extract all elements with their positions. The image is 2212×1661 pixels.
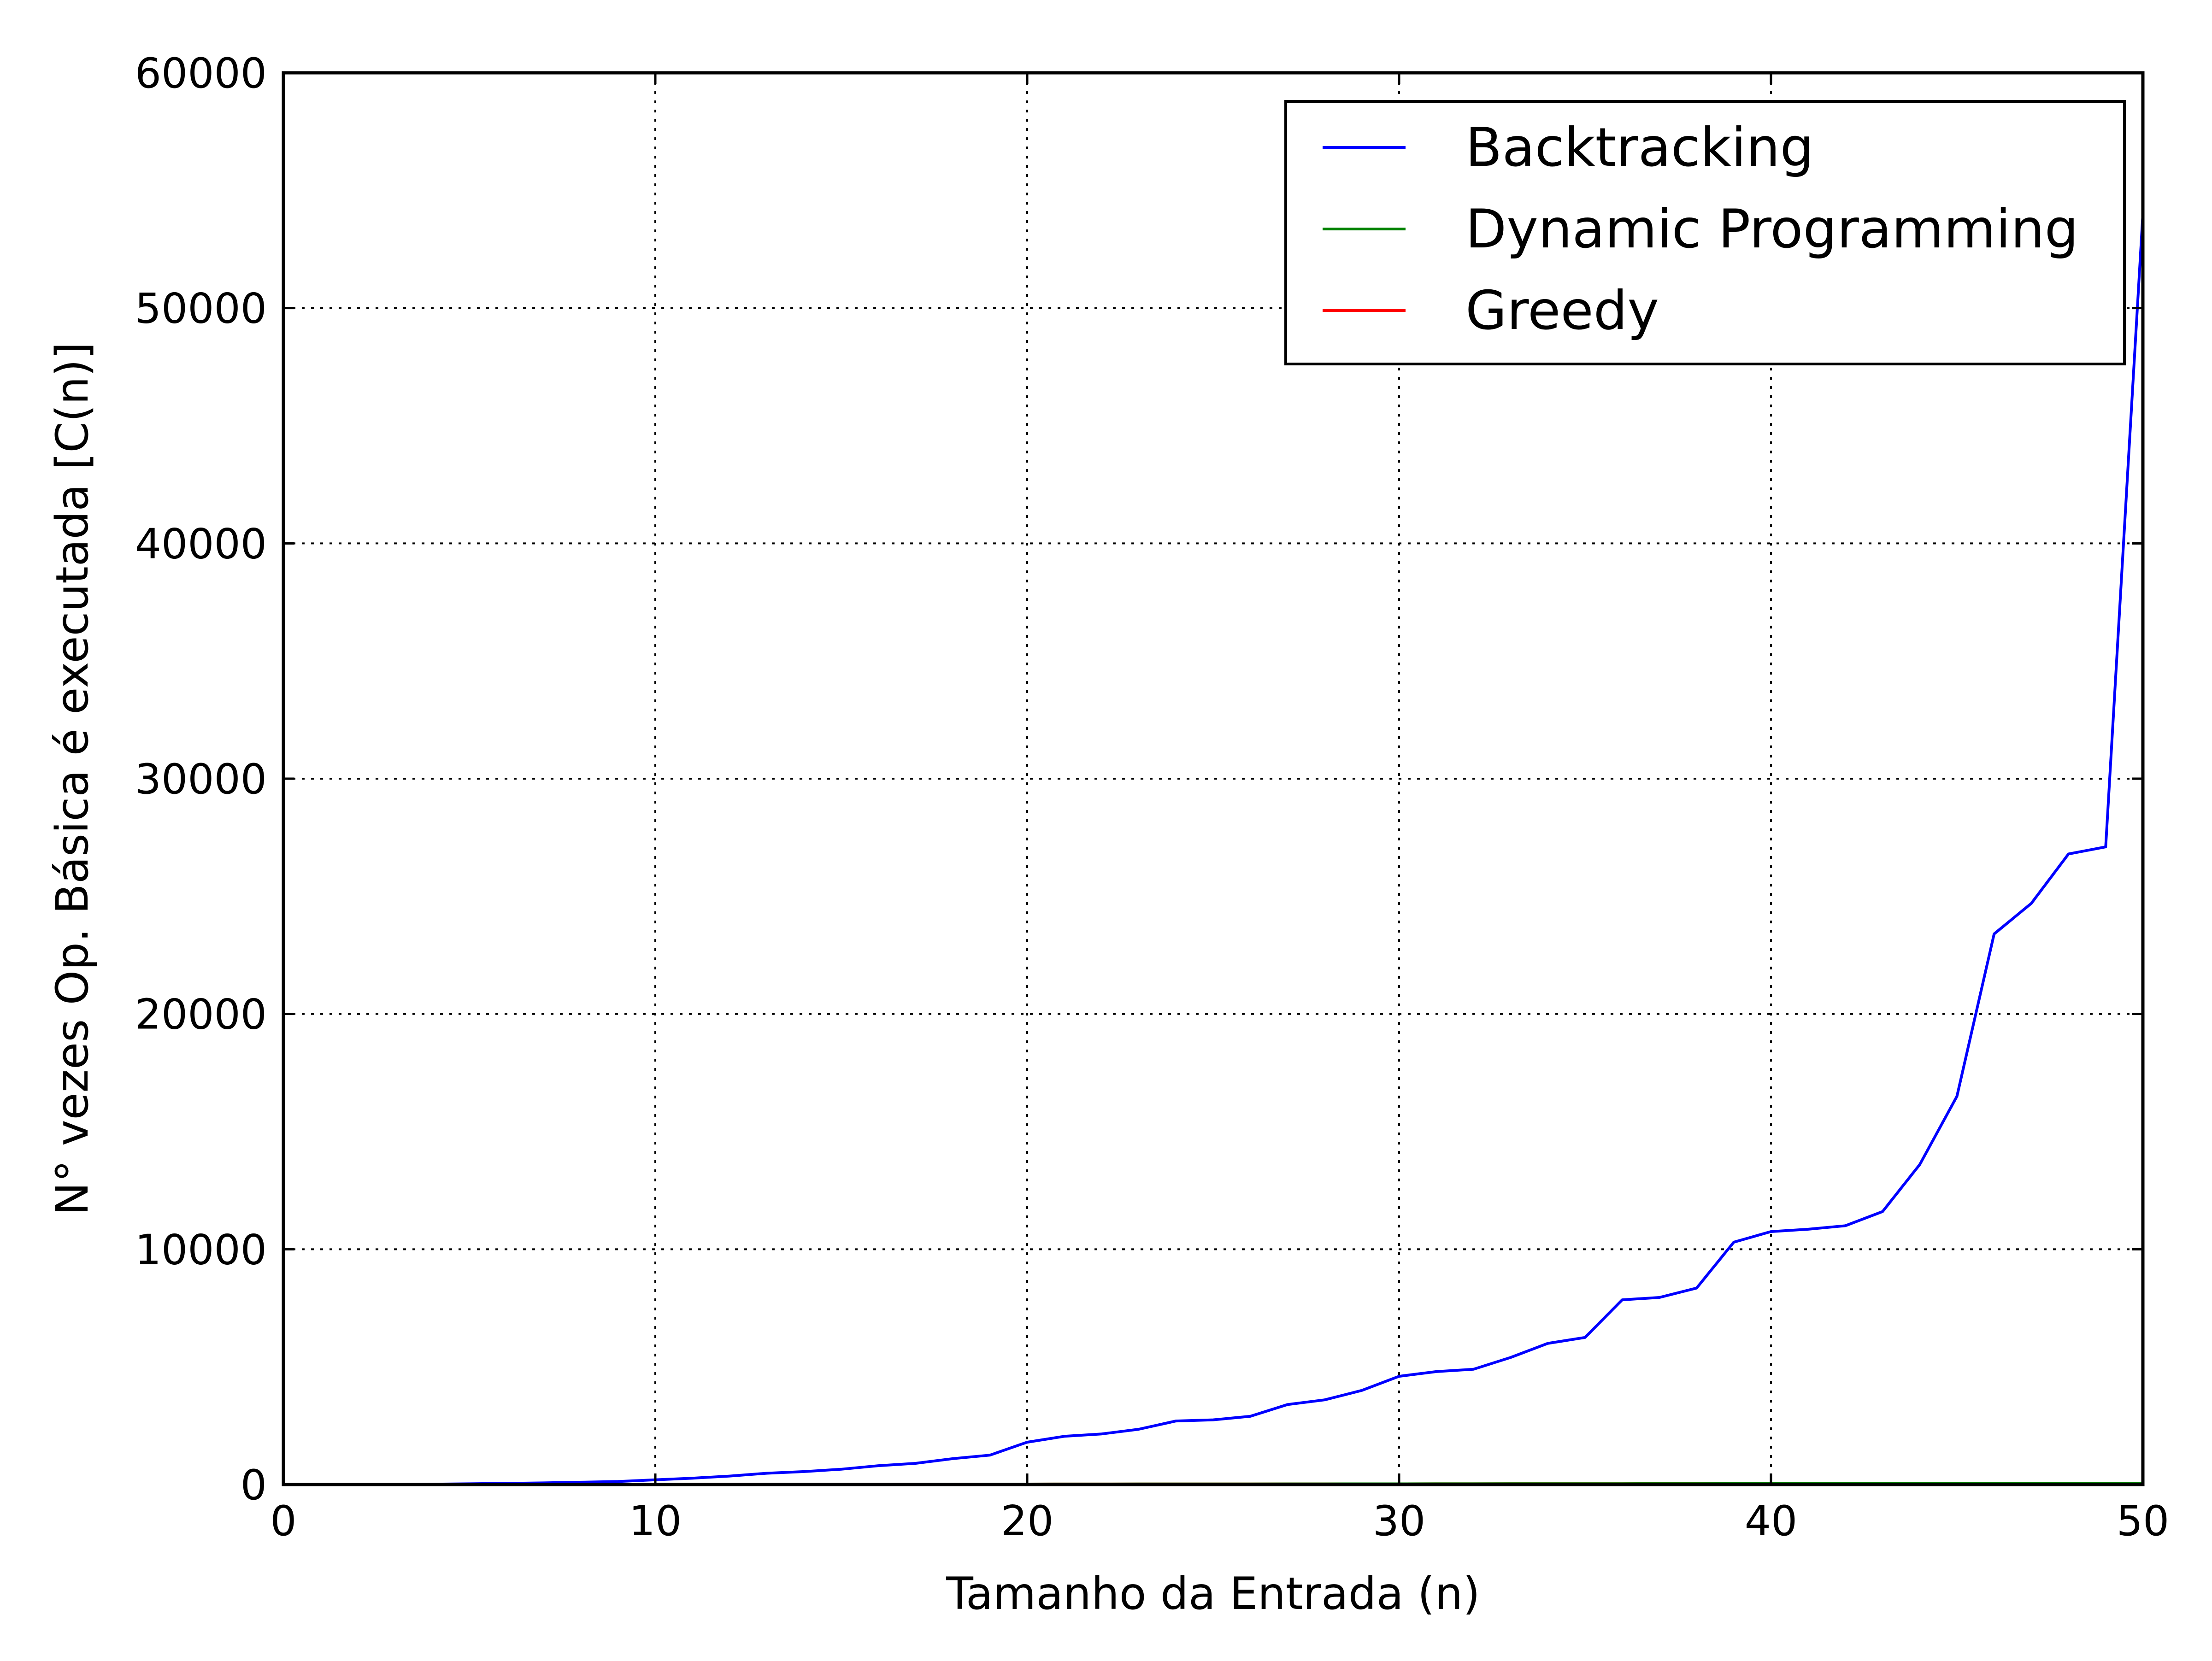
y-tick-label: 60000 [135,49,267,98]
y-axis-label: N° vezes Op. Básica é executada [C(n)] [47,342,98,1215]
legend: Backtracking Dynamic Programming Greedy [1284,100,2126,365]
y-tick-label: 30000 [135,755,267,804]
y-tick-label: 40000 [135,520,267,568]
legend-label-dynamic-programming: Dynamic Programming [1465,198,2078,260]
x-tick-label: 0 [270,1497,296,1545]
x-axis-label: Tamanho da Entrada (n) [946,1568,1480,1620]
x-tick-label: 50 [2117,1497,2170,1545]
y-tick-label: 20000 [135,991,267,1039]
y-tick-label: 0 [241,1461,267,1509]
tick-layer: 0 10 20 30 40 50 0 10000 20000 30000 40000 50000 600… [135,49,2170,1545]
y-tick-label: 10000 [135,1226,267,1274]
x-tick-label: 40 [1745,1497,1798,1545]
legend-label-backtracking: Backtracking [1465,117,1814,179]
legend-label-greedy: Greedy [1465,280,1659,342]
y-tick-label: 50000 [135,285,267,333]
legend-box [1284,100,2126,365]
x-tick-label: 20 [1001,1497,1054,1545]
x-tick-label: 30 [1373,1497,1426,1545]
x-tick-label: 10 [629,1497,682,1545]
series-line-backtracking [319,212,2144,1486]
legend-items: Backtracking Dynamic Programming Greedy [1323,117,2078,342]
